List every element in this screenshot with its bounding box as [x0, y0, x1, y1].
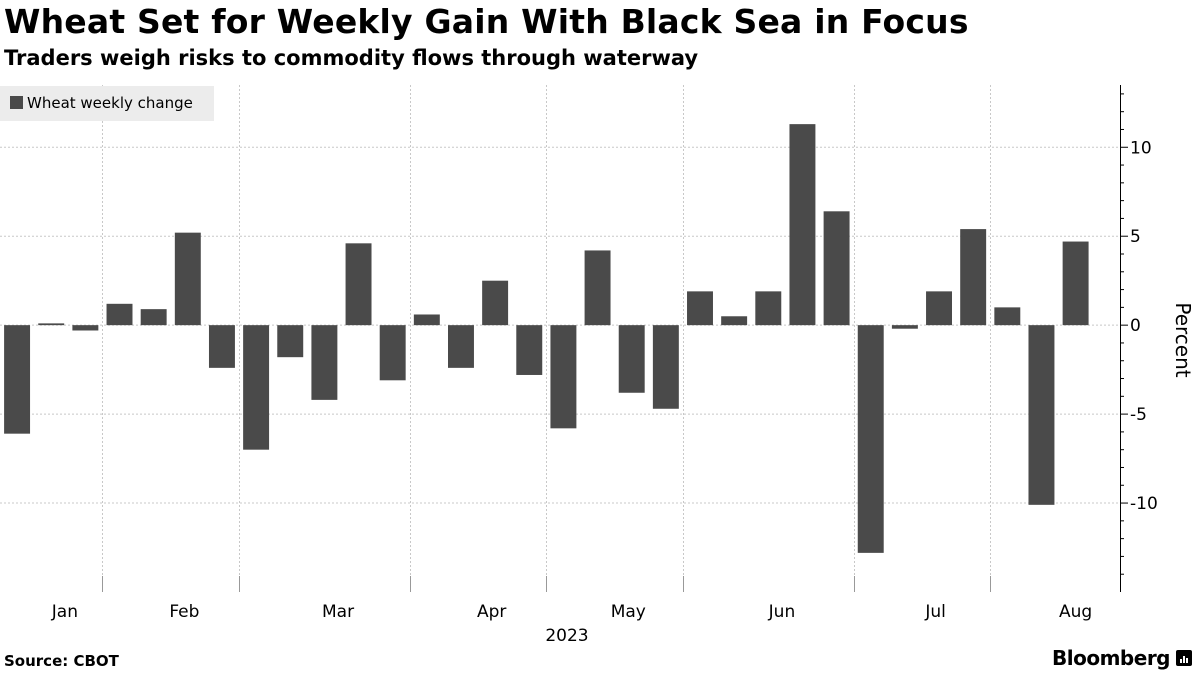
bar — [277, 325, 304, 358]
bar — [243, 325, 270, 450]
bar — [311, 325, 338, 400]
y-tick-label: -10 — [1130, 494, 1158, 514]
bar — [789, 124, 816, 326]
bar — [413, 314, 440, 326]
y-tick-label: 0 — [1130, 316, 1141, 336]
bar — [755, 291, 782, 326]
x-tick-label: Aug — [1059, 602, 1092, 622]
x-tick-label: Jan — [51, 602, 78, 622]
bar — [823, 211, 850, 326]
bar — [72, 325, 99, 331]
x-tick-label: Feb — [169, 602, 199, 622]
bar — [926, 291, 952, 326]
bar — [687, 291, 713, 326]
bar — [652, 325, 679, 409]
brand-logo: Bloomberg — [1052, 646, 1192, 670]
x-tick-label: May — [611, 602, 646, 622]
chart-icon — [1176, 650, 1192, 666]
bar — [482, 280, 509, 326]
bar — [448, 325, 474, 368]
legend-swatch — [10, 96, 23, 109]
bar — [891, 325, 918, 329]
source-note: Source: CBOT — [4, 652, 119, 670]
chart-subtitle: Traders weigh risks to commodity flows t… — [4, 46, 699, 70]
y-tick-label: -5 — [1130, 405, 1147, 425]
x-tick-label: Mar — [322, 602, 354, 622]
legend-box — [0, 86, 214, 121]
bar — [208, 325, 235, 368]
x-tick-label: Apr — [477, 602, 506, 622]
bar — [994, 307, 1021, 326]
chart-title: Wheat Set for Weekly Gain With Black Sea… — [4, 2, 969, 41]
y-tick-label: 5 — [1130, 227, 1141, 247]
x-tick-label: Jun — [768, 602, 796, 622]
bar — [106, 303, 133, 326]
x-tick-label: Jul — [924, 602, 946, 622]
bar — [345, 243, 372, 326]
bar — [721, 316, 748, 326]
bar — [174, 232, 201, 326]
bar — [618, 325, 645, 393]
bar — [379, 325, 406, 381]
legend-label: Wheat weekly change — [27, 94, 193, 112]
bar — [38, 323, 65, 326]
bar — [960, 229, 987, 326]
bar — [140, 309, 167, 326]
y-axis-title: Percent — [1171, 302, 1195, 377]
bar — [1028, 325, 1055, 505]
bar — [516, 325, 543, 375]
bar — [550, 325, 577, 429]
x-axis-title: 2023 — [545, 626, 588, 646]
bar — [857, 325, 884, 553]
bar — [1062, 241, 1089, 326]
bar — [584, 250, 611, 326]
y-tick-label: 10 — [1130, 138, 1152, 158]
brand-name: Bloomberg — [1052, 646, 1170, 670]
bar — [4, 325, 31, 434]
